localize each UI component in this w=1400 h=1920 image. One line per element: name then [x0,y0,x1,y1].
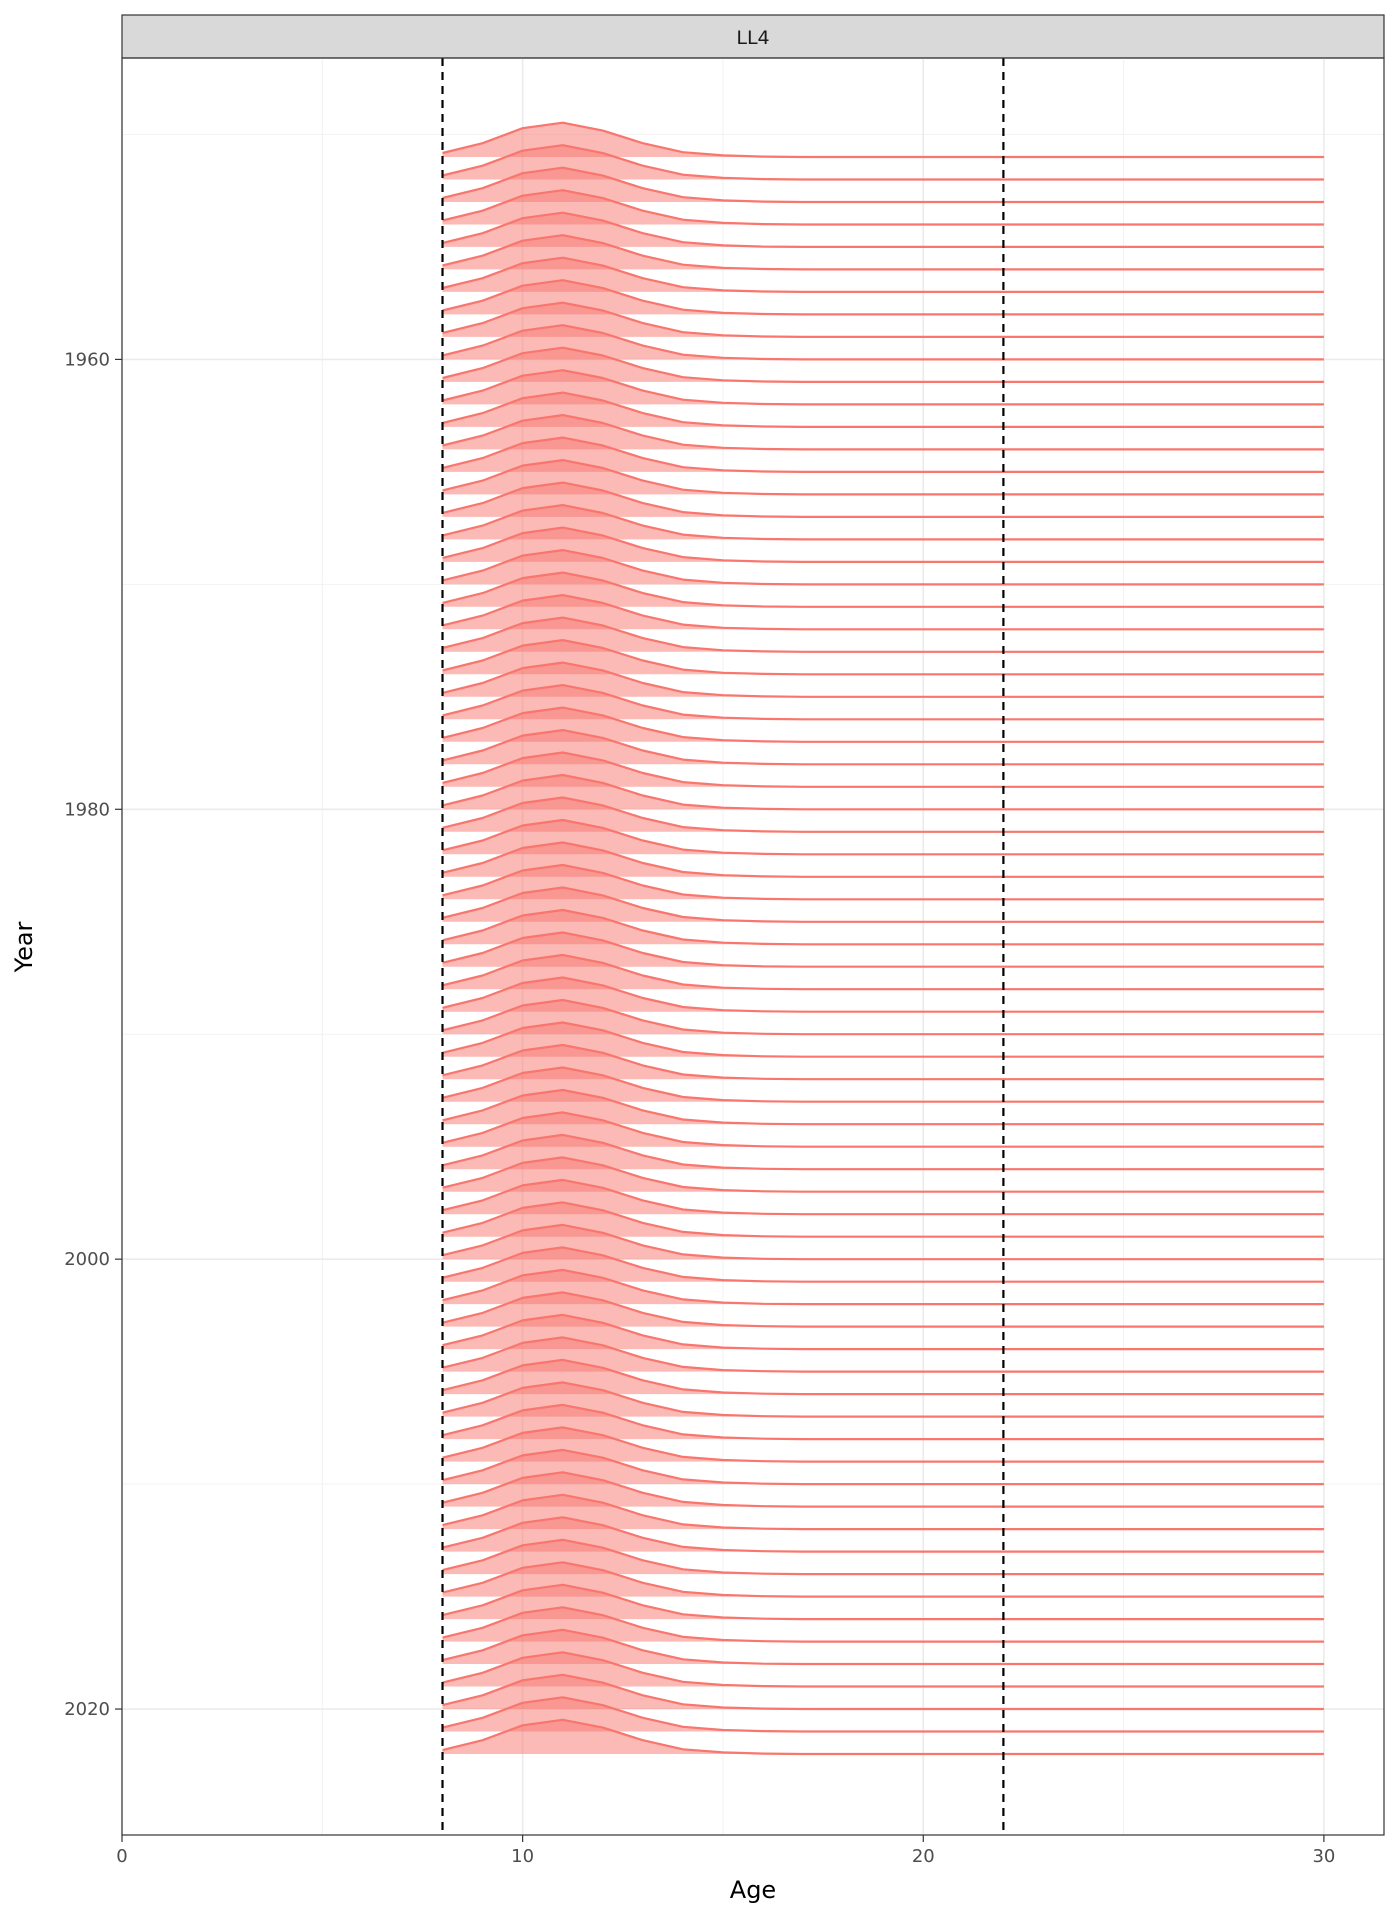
ridge-line-2009 [442,1426,1324,1463]
facet-strip-label: LL4 [736,27,769,49]
ridge-line-1964 [442,414,1324,451]
ridge-line-2008 [442,1403,1324,1441]
ridge-line-1969 [442,526,1324,563]
ridge-line-1982 [442,818,1324,856]
ridge-line-1977 [442,706,1324,743]
ridge-line-1952 [442,144,1324,181]
ridge-line-1983 [442,841,1324,878]
y-axis: 1960 1980 2000 2020 [64,349,122,1720]
ridge-line-1976 [442,684,1324,721]
ridge-line-1957 [442,256,1324,293]
x-tick-label: 10 [511,1846,534,1867]
ridge-line-2015 [442,1561,1324,1598]
x-axis: 0 10 20 30 [116,1835,1335,1867]
y-tick-label: 2020 [64,1699,110,1720]
ridge-line-2013 [442,1516,1324,1553]
ridge-line-1980 [442,773,1324,811]
ridge-line-1998 [442,1178,1324,1216]
ridge-line-2011 [442,1471,1324,1508]
ridge-line-1997 [442,1156,1324,1193]
ridge-line-2010 [442,1448,1324,1486]
ridge-line-1966 [442,459,1324,496]
ridge-line-1985 [442,886,1324,923]
facet-strip: LL4 [121,14,1385,59]
ridge-line-2002 [442,1268,1324,1306]
reference-lines [441,58,1005,1835]
ridge-line-1955 [442,211,1324,248]
ridge-line-2005 [442,1336,1324,1373]
ridge-line-2012 [442,1493,1324,1531]
ridge-line-1975 [442,661,1324,698]
ridge-line-2001 [442,1246,1324,1283]
y-tick-label: 1960 [64,349,110,370]
ridge-line-1993 [442,1066,1324,1103]
ridges [442,121,1324,1756]
ridge-line-1968 [442,504,1324,541]
ridge-line-1981 [442,796,1324,833]
x-tick-label: 20 [912,1846,935,1867]
ridge-line-2004 [442,1313,1324,1351]
ridge-line-1973 [442,616,1324,653]
ridge-line-1999 [442,1201,1324,1238]
ridge-line-1951 [442,121,1324,159]
ridge-line-2007 [442,1381,1324,1418]
ridge-line-2021 [442,1696,1324,1733]
panel-border [121,57,1385,1836]
ridge-line-2020 [442,1673,1324,1711]
ridge-line-2017 [442,1606,1324,1643]
y-tick-label: 1980 [64,799,110,820]
ridge-line-1974 [442,639,1324,676]
ridge-line-1959 [442,301,1324,338]
ridge-line-2014 [442,1538,1324,1576]
ridge-line-1967 [442,481,1324,518]
ridge-line-1961 [442,346,1324,383]
ridge-line-2018 [442,1628,1324,1666]
ridge-line-1994 [442,1088,1324,1126]
y-axis-title: Year [10,921,38,973]
ridge-line-2019 [442,1651,1324,1688]
facet-strip-box [121,14,1385,59]
x-tick-label: 30 [1312,1846,1335,1867]
ridge-line-1971 [442,571,1324,608]
y-tick-label: 2000 [64,1249,110,1270]
ridge-line-1988 [442,953,1324,991]
ridge-line-1979 [442,751,1324,788]
ridge-line-1965 [442,436,1324,473]
ridge-line-1954 [442,189,1324,226]
ridge-line-1991 [442,1021,1324,1058]
ridge-line-1953 [442,166,1324,204]
ridge-line-1956 [442,234,1324,271]
ridge-line-2022 [442,1718,1324,1756]
ridge-line-1992 [442,1043,1324,1081]
ridge-line-1963 [442,391,1324,428]
ridge-line-2000 [442,1223,1324,1261]
ridge-line-1962 [442,369,1324,406]
ridge-line-2006 [442,1358,1324,1396]
ridge-line-2016 [442,1583,1324,1621]
ridge-line-1972 [442,594,1324,631]
ridge-line-1996 [442,1133,1324,1171]
ridge-line-2003 [442,1291,1324,1328]
ridge-line-1989 [442,976,1324,1013]
ridge-line-1960 [442,324,1324,361]
x-axis-title: Age [730,1876,776,1904]
ridge-line-1958 [442,279,1324,316]
ridge-line-1990 [442,998,1324,1036]
ridge-line-1986 [442,908,1324,946]
ridge-line-1984 [442,863,1324,901]
ridge-line-1995 [442,1111,1324,1148]
ridge-line-1978 [442,729,1324,766]
ridge-line-1987 [442,931,1324,968]
ridge-line-1970 [442,549,1324,586]
plot-panel [121,57,1385,1836]
x-tick-label: 0 [116,1846,127,1867]
